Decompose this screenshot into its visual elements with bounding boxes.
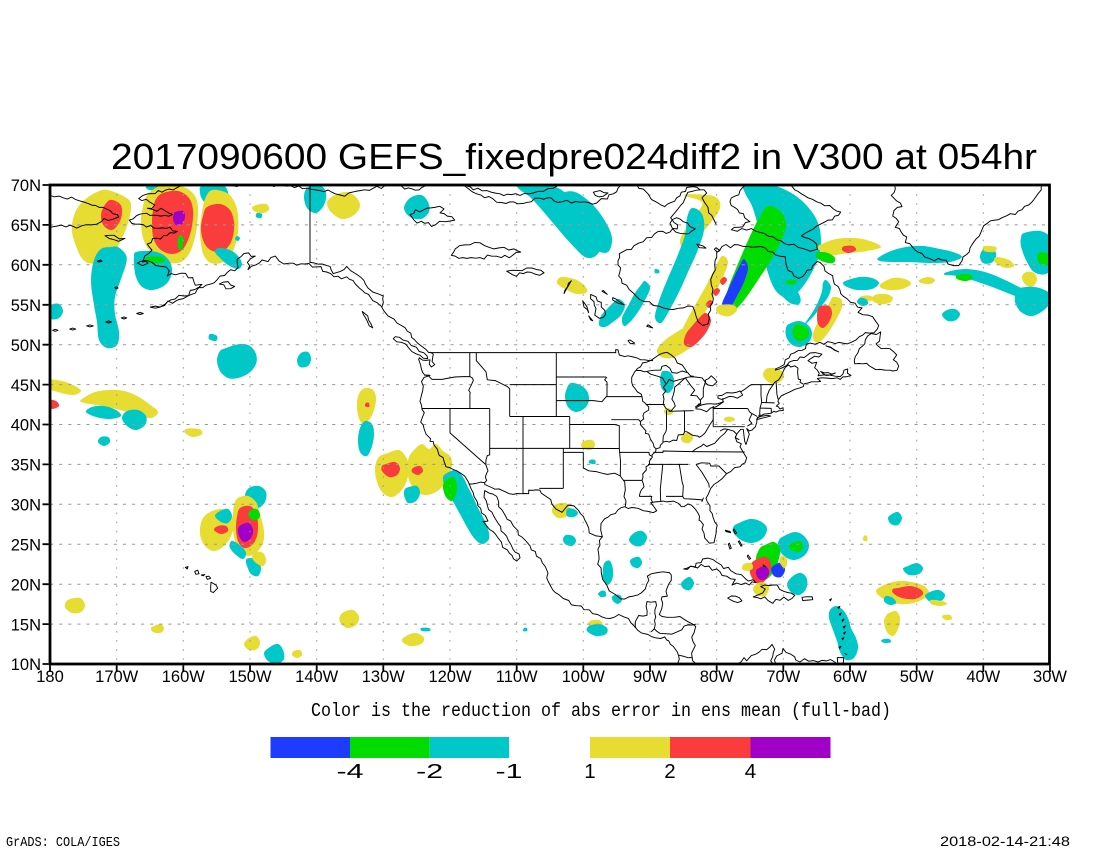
svg-text:-2: -2 <box>416 760 443 783</box>
svg-text:20N: 20N <box>11 576 41 594</box>
svg-text:100W: 100W <box>562 668 606 686</box>
svg-text:40W: 40W <box>966 668 1000 686</box>
svg-text:GrADS: COLA/IGES: GrADS: COLA/IGES <box>6 835 120 850</box>
svg-text:60W: 60W <box>833 668 867 686</box>
svg-text:150W: 150W <box>228 668 272 686</box>
svg-text:65N: 65N <box>11 217 41 235</box>
svg-text:80W: 80W <box>700 668 734 686</box>
svg-text:30W: 30W <box>1033 668 1067 686</box>
svg-text:50N: 50N <box>11 337 41 355</box>
svg-text:30N: 30N <box>11 497 41 515</box>
svg-text:15N: 15N <box>11 616 41 634</box>
svg-text:-1: -1 <box>496 760 523 783</box>
svg-text:70W: 70W <box>766 668 800 686</box>
svg-text:40N: 40N <box>11 417 41 435</box>
svg-text:2: 2 <box>664 760 675 783</box>
svg-text:180: 180 <box>36 668 64 686</box>
svg-text:1: 1 <box>584 760 595 783</box>
svg-text:4: 4 <box>745 760 756 783</box>
svg-text:2018-02-14-21:48: 2018-02-14-21:48 <box>940 833 1070 849</box>
svg-text:170W: 170W <box>95 668 139 686</box>
svg-text:140W: 140W <box>295 668 339 686</box>
svg-text:55N: 55N <box>11 297 41 315</box>
svg-text:45N: 45N <box>11 377 41 395</box>
svg-text:25N: 25N <box>11 537 41 555</box>
svg-text:50W: 50W <box>900 668 934 686</box>
svg-text:-4: -4 <box>337 760 364 783</box>
svg-text:2017090600 GEFS_fixedpre024dif: 2017090600 GEFS_fixedpre024diff2 in V300… <box>111 136 1037 177</box>
svg-text:35N: 35N <box>11 457 41 475</box>
svg-text:90W: 90W <box>633 668 667 686</box>
svg-text:120W: 120W <box>428 668 472 686</box>
svg-text:160W: 160W <box>162 668 206 686</box>
svg-text:110W: 110W <box>496 668 538 686</box>
svg-text:60N: 60N <box>11 257 41 275</box>
svg-text:70N: 70N <box>11 177 41 195</box>
svg-text:10N: 10N <box>11 656 41 674</box>
svg-text:130W: 130W <box>362 668 406 686</box>
svg-text:Color is the reduction of abs: Color is the reduction of abs error in e… <box>311 700 891 722</box>
